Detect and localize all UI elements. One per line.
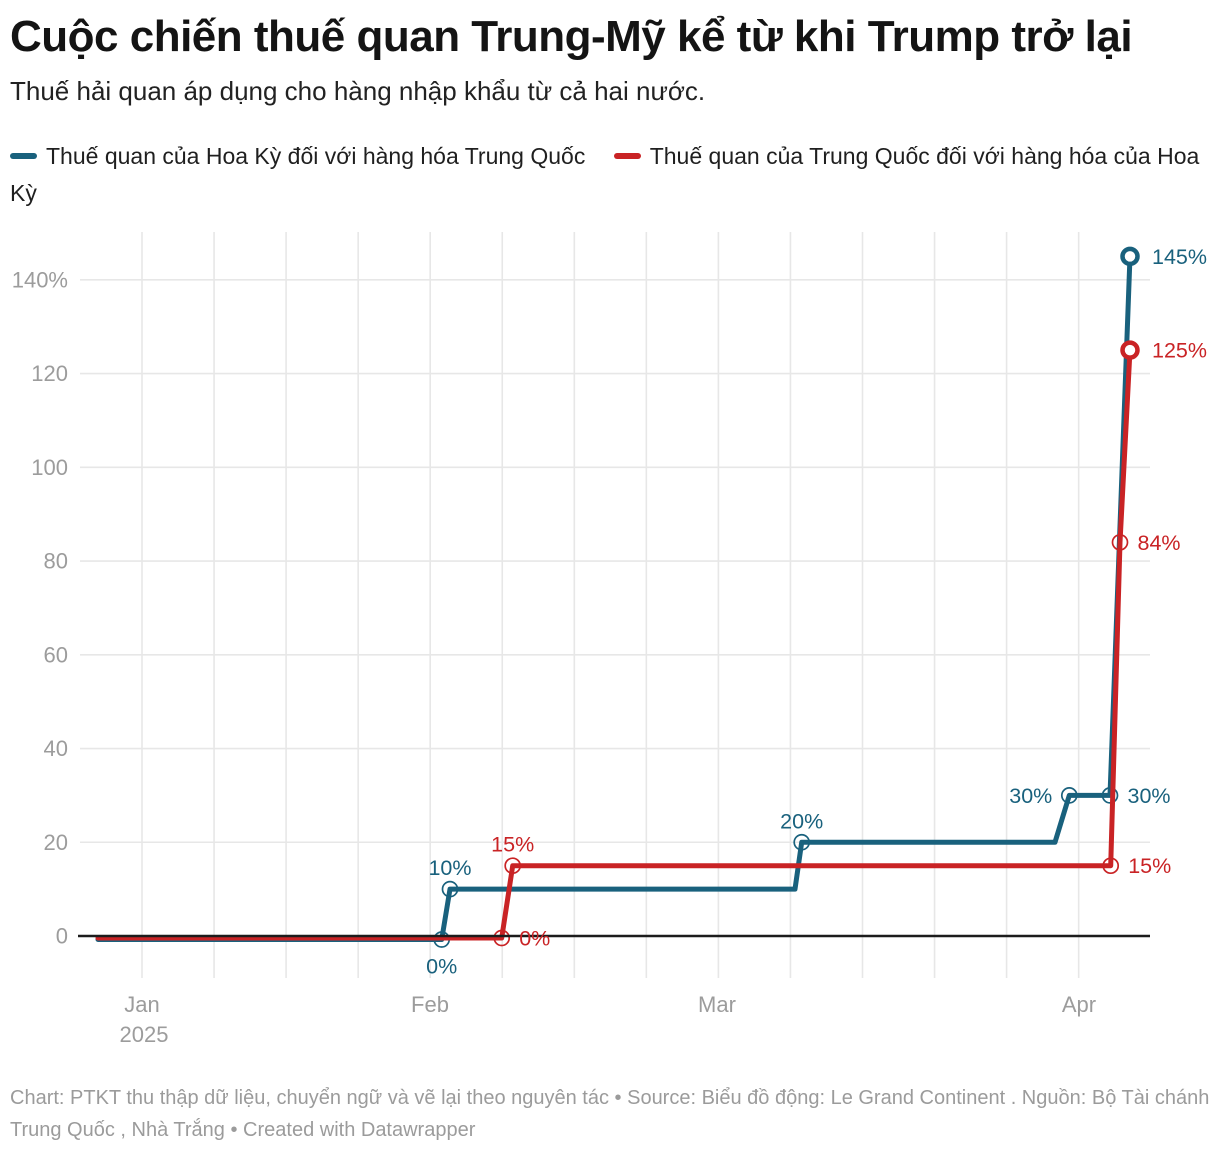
y-axis-tick-label: 20 <box>44 830 68 855</box>
x-axis-tick-label: Apr <box>1062 992 1096 1017</box>
x-axis-tick-sublabel: 2025 <box>120 1022 169 1047</box>
legend: Thuế quan của Hoa Kỳ đối với hàng hóa Tr… <box>10 138 1210 212</box>
data-point-marker-china <box>1102 857 1120 875</box>
data-point-marker-us <box>1060 787 1078 804</box>
data-label-us: 30% <box>1128 784 1171 808</box>
legend-label-china: Thuế quan của Trung Quốc đối với hàng hó… <box>10 143 1200 206</box>
data-label-china: 15% <box>491 833 534 857</box>
y-axis-tick-label: 80 <box>44 549 68 574</box>
data-point-marker-china <box>1120 340 1140 360</box>
legend-item-china-tariffs: Thuế quan của Trung Quốc đối với hàng hó… <box>10 143 1199 206</box>
data-label-china: 15% <box>1128 854 1171 878</box>
data-label-us: 20% <box>780 809 823 833</box>
data-label-china: 0% <box>519 927 550 951</box>
data-point-marker-china <box>493 929 511 947</box>
chart-subtitle: Thuế hải quan áp dụng cho hàng nhập khẩu… <box>10 76 706 106</box>
y-axis-tick-label: 100 <box>31 455 68 480</box>
data-point-marker-us <box>1101 787 1119 804</box>
y-axis-tick-label: 0 <box>56 924 68 949</box>
data-label-us: 10% <box>428 856 471 880</box>
x-axis-tick-label: Feb <box>411 992 449 1017</box>
data-point-marker-china <box>504 857 522 875</box>
y-axis-tick-label: 140% <box>12 267 68 292</box>
legend-swatch-us-icon <box>10 152 37 159</box>
legend-item-us-tariffs: Thuế quan của Hoa Kỳ đối với hàng hóa Tr… <box>10 143 585 169</box>
y-axis-tick-label: 40 <box>44 736 68 761</box>
page-title: Cuộc chiến thuế quan Trung-Mỹ kể từ khi … <box>10 12 1133 61</box>
tariff-line-chart: 0% 10% 20% 30% 30% 145% 0% 15% 15% 84% 125% 0 20 40 60… <box>12 232 1207 1047</box>
legend-label-us: Thuế quan của Hoa Kỳ đối với hàng hóa Tr… <box>46 143 586 169</box>
series-line-china <box>95 347 1133 941</box>
data-point-marker-us <box>793 833 811 851</box>
data-point-marker-china <box>1111 533 1129 551</box>
chart-footer-credits: Chart: PTKT thu thập dữ liệu, chuyển ngữ… <box>10 1087 1210 1141</box>
x-axis-tick-label: Mar <box>698 992 736 1017</box>
data-label-us: 30% <box>1009 784 1052 808</box>
y-axis-tick-label: 60 <box>44 642 68 667</box>
data-label-china: 84% <box>1138 531 1181 555</box>
data-label-us: 145% <box>1152 245 1207 269</box>
x-axis-tick-label: Jan <box>124 992 159 1017</box>
data-point-marker-us <box>1120 246 1140 267</box>
data-point-marker-us <box>441 880 459 898</box>
legend-swatch-china-icon <box>613 152 641 159</box>
data-label-china: 125% <box>1152 339 1207 363</box>
series-line-us <box>95 253 1133 942</box>
data-label-us: 0% <box>426 955 457 979</box>
y-axis-tick-label: 120 <box>31 361 68 386</box>
